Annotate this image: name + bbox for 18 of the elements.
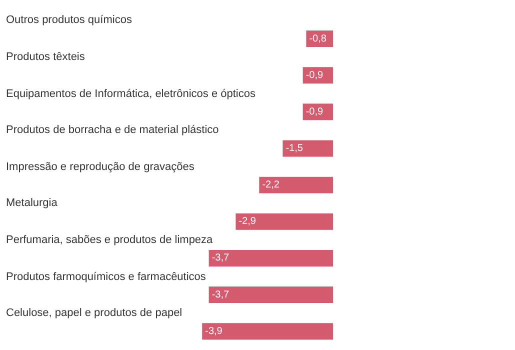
y-tick-label: Perfumaria, sabões e produtos de limpeza — [6, 234, 214, 246]
data-label: -0,9 — [306, 106, 324, 118]
data-label: -2,2 — [262, 180, 280, 191]
y-tick-label: Impressão e reprodução de gravações — [6, 161, 195, 173]
y-tick-label: Metalurgia — [6, 197, 58, 209]
y-tick-label: Produtos de borracha e de material plástico — [6, 124, 219, 136]
y-tick-label: Celulose, papel e produtos de papel — [6, 307, 182, 319]
data-label: -0,9 — [306, 70, 324, 81]
data-label: -2,9 — [238, 216, 256, 228]
y-tick-label: Produtos têxteis — [6, 51, 86, 63]
y-tick-label: Produtos farmoquímicos e farmacêuticos — [6, 271, 206, 283]
data-label: -3,7 — [212, 252, 230, 264]
data-label: -3,9 — [205, 326, 223, 337]
y-tick-label: Outros produtos químicos — [6, 14, 132, 26]
y-tick-label: Equipamentos de Informática, eletrônicos e ópticos — [6, 88, 256, 100]
data-label: -1,5 — [286, 142, 304, 154]
data-label: -3,7 — [212, 289, 230, 300]
data-label: -0,8 — [309, 33, 327, 44]
